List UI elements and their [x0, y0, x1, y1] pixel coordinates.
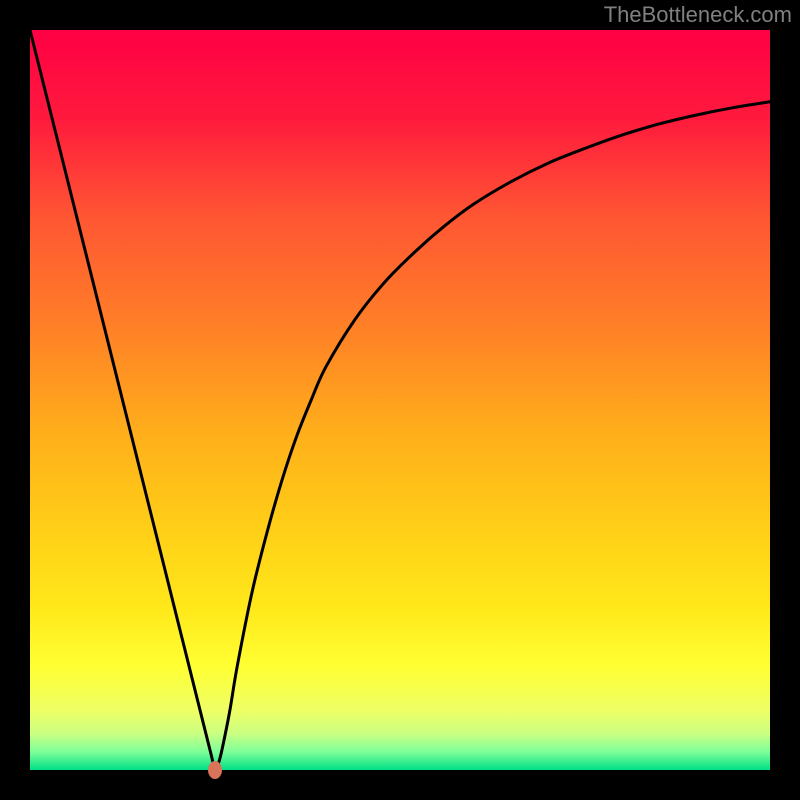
watermark-text: TheBottleneck.com [604, 2, 792, 28]
bottleneck-chart [0, 0, 800, 800]
chart-plot-area [30, 30, 770, 770]
optimal-point-marker [208, 761, 222, 779]
